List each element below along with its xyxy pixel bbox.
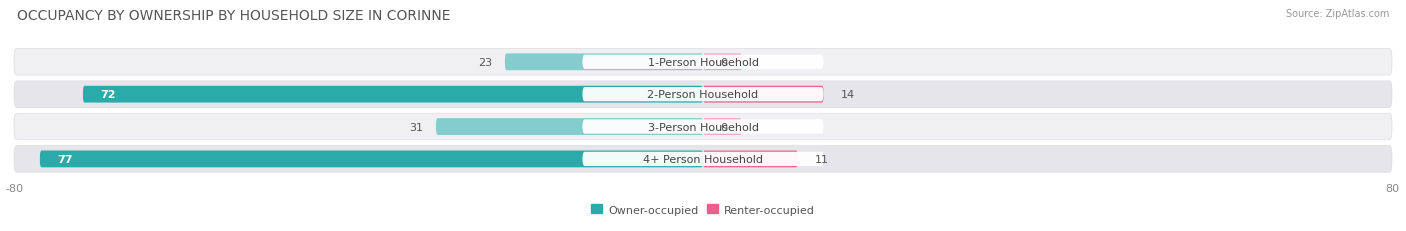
FancyBboxPatch shape — [14, 49, 1392, 76]
Legend: Owner-occupied, Renter-occupied: Owner-occupied, Renter-occupied — [586, 200, 820, 219]
Text: 11: 11 — [815, 154, 830, 164]
Text: OCCUPANCY BY OWNERSHIP BY HOUSEHOLD SIZE IN CORINNE: OCCUPANCY BY OWNERSHIP BY HOUSEHOLD SIZE… — [17, 9, 450, 23]
FancyBboxPatch shape — [436, 119, 703, 135]
Text: 80: 80 — [1385, 183, 1399, 193]
FancyBboxPatch shape — [703, 54, 742, 71]
Text: 23: 23 — [478, 58, 492, 67]
Text: 72: 72 — [100, 90, 115, 100]
FancyBboxPatch shape — [582, 88, 824, 102]
FancyBboxPatch shape — [14, 82, 1392, 108]
FancyBboxPatch shape — [582, 55, 824, 70]
Text: 0: 0 — [720, 58, 727, 67]
FancyBboxPatch shape — [582, 120, 824, 134]
Text: 31: 31 — [409, 122, 423, 132]
FancyBboxPatch shape — [83, 86, 703, 103]
Text: 77: 77 — [58, 154, 73, 164]
Text: 1-Person Household: 1-Person Household — [648, 58, 758, 67]
FancyBboxPatch shape — [505, 54, 703, 71]
FancyBboxPatch shape — [39, 151, 703, 168]
FancyBboxPatch shape — [14, 114, 1392, 140]
FancyBboxPatch shape — [703, 119, 742, 135]
FancyBboxPatch shape — [14, 146, 1392, 173]
Text: Source: ZipAtlas.com: Source: ZipAtlas.com — [1285, 9, 1389, 19]
Text: 14: 14 — [841, 90, 855, 100]
Text: -80: -80 — [6, 183, 22, 193]
Text: 3-Person Household: 3-Person Household — [648, 122, 758, 132]
FancyBboxPatch shape — [703, 86, 824, 103]
Text: 4+ Person Household: 4+ Person Household — [643, 154, 763, 164]
Text: 2-Person Household: 2-Person Household — [647, 90, 759, 100]
Text: 0: 0 — [720, 122, 727, 132]
FancyBboxPatch shape — [582, 152, 824, 166]
FancyBboxPatch shape — [703, 151, 797, 168]
